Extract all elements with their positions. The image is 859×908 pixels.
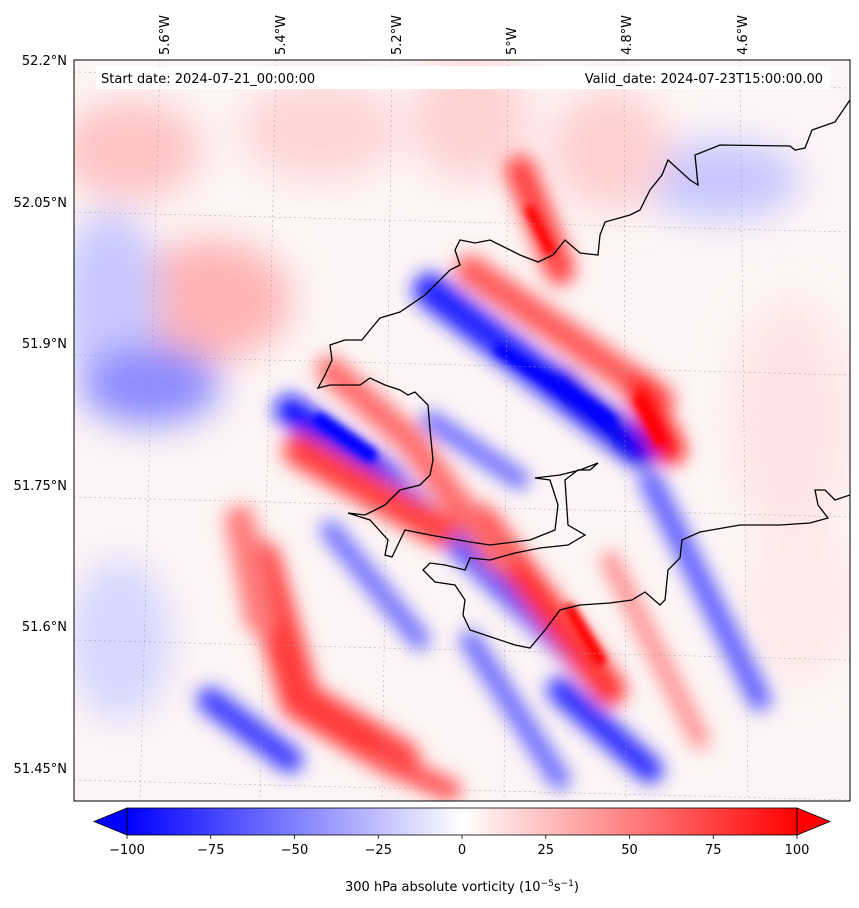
colorbar-tick-label: 0 (458, 843, 466, 858)
longitude-ticks: 5.6°W 5.4°W 5.2°W 5°W 4.8°W 4.6°W (158, 15, 751, 55)
valid-date-label: Valid_date: 2024-07-23T15:00:00.00 (585, 72, 823, 87)
colorbar-tick-label: −50 (281, 843, 308, 858)
lon-tick-label: 5.6°W (158, 15, 173, 55)
colorbar-max-extend (796, 807, 832, 836)
colorbar-ticks: −100 −75 −50 −25 0 25 50 75 100 (109, 835, 809, 858)
latitude-ticks: 52.2°N 52.05°N 51.9°N 51.75°N 51.6°N 51.… (14, 54, 67, 777)
map-frame (73, 59, 851, 802)
lat-tick-label: 51.75°N (14, 479, 67, 494)
vorticity-field (74, 60, 850, 801)
lon-tick-label: 5°W (505, 27, 520, 55)
colorbar-tick-label: 50 (621, 843, 638, 858)
colorbar-label: 300 hPa absolute vorticity (10−5s−1) (345, 879, 579, 895)
colorbar-tick-label: −25 (365, 843, 392, 858)
colorbar-tick-label: −100 (109, 843, 145, 858)
colorbar-body (127, 808, 797, 835)
colorbar-tick-label: 25 (537, 843, 554, 858)
colorbar-tick-label: 100 (785, 843, 810, 858)
lat-tick-label: 51.9°N (22, 337, 67, 352)
map-panel: Start date: 2024-07-21_00:00:00 Valid_da… (73, 59, 851, 802)
start-date-label: Start date: 2024-07-21_00:00:00 (101, 72, 315, 87)
lat-tick-label: 51.45°N (14, 762, 67, 777)
lon-tick-label: 4.8°W (620, 15, 635, 55)
coastline (316, 99, 850, 649)
lat-tick-label: 52.05°N (14, 196, 67, 211)
lat-tick-label: 51.6°N (22, 620, 67, 635)
colorbar: −100 −75 −50 −25 0 25 50 75 100 300 hPa absolute… (92, 807, 832, 895)
header-strip (96, 66, 830, 89)
colorbar-tick-label: −75 (197, 843, 224, 858)
lon-tick-label: 5.4°W (274, 15, 289, 55)
lon-tick-label: 5.2°W (390, 15, 405, 55)
lon-tick-label: 4.6°W (736, 15, 751, 55)
colorbar-tick-label: 75 (705, 843, 722, 858)
colorbar-min-extend (92, 807, 128, 836)
lat-tick-label: 52.2°N (22, 54, 67, 69)
